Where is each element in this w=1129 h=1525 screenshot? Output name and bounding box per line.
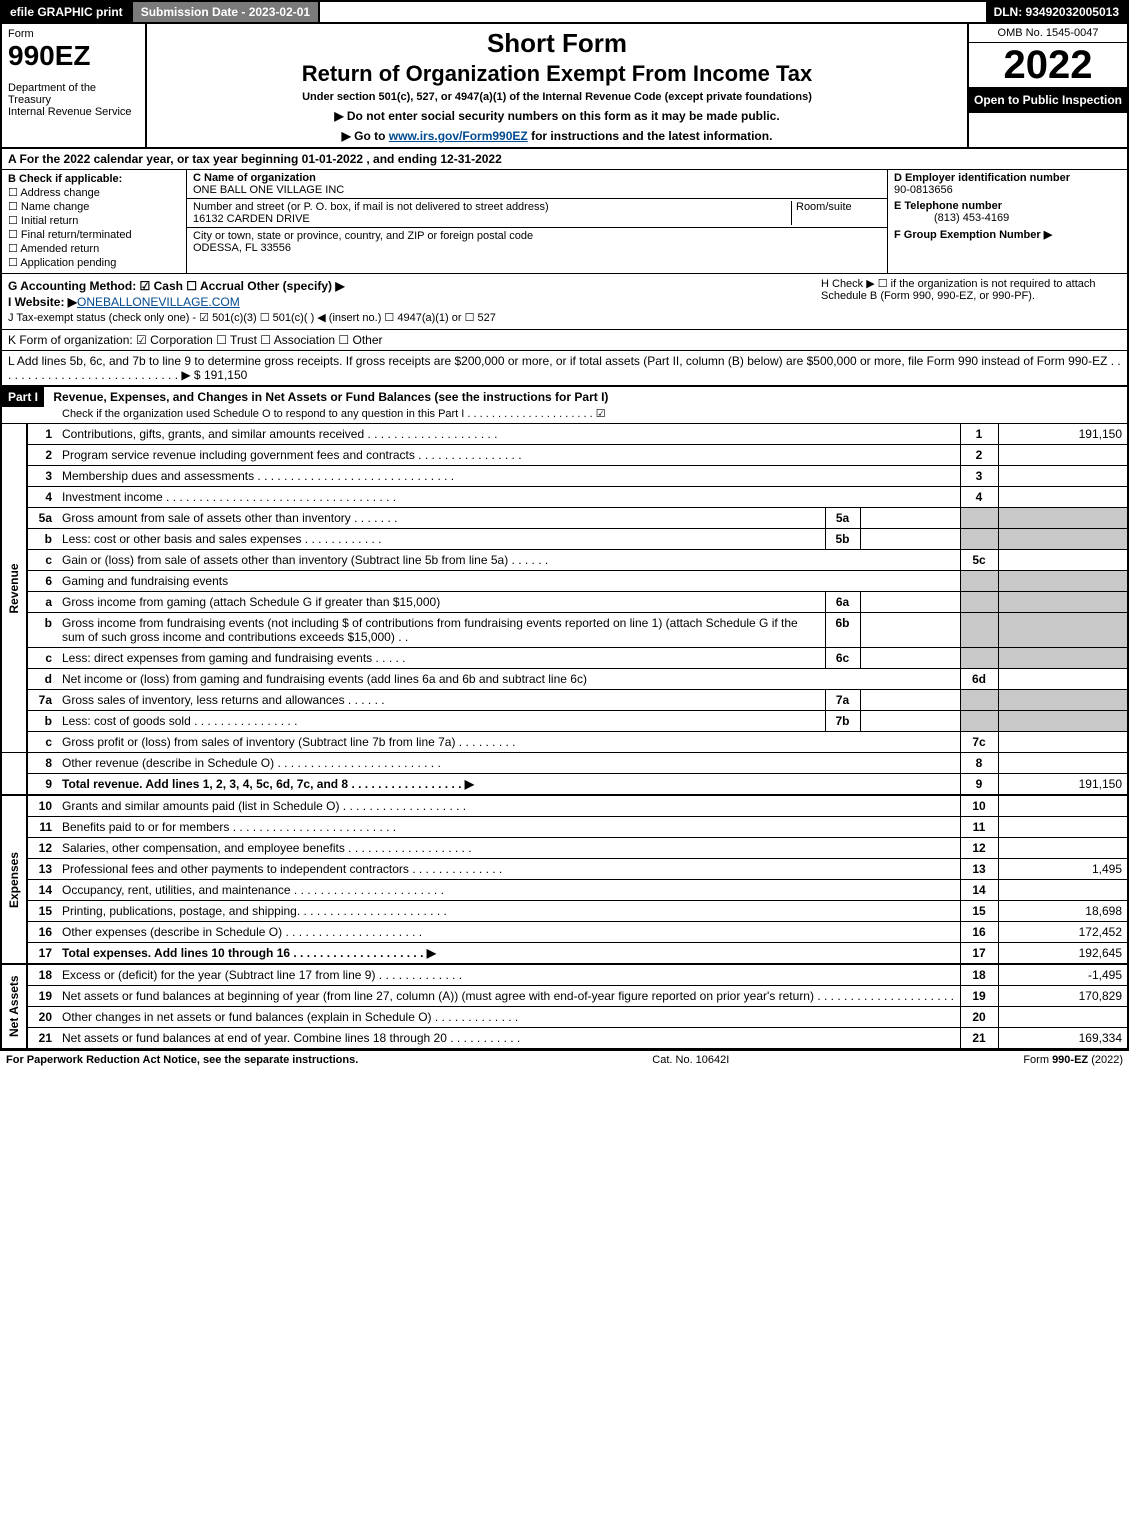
- amt-1: 191,150: [998, 424, 1128, 445]
- c-name-label: C Name of organization: [193, 172, 881, 184]
- tax-year: 2022: [969, 43, 1127, 87]
- lines-table: Revenue 1Contributions, gifts, grants, a…: [0, 424, 1129, 1050]
- dept-label: Department of the Treasury: [8, 82, 139, 106]
- short-form-title: Short Form: [153, 28, 961, 59]
- note-goto: ▶ Go to www.irs.gov/Form990EZ for instru…: [153, 129, 961, 143]
- form-label: Form: [8, 28, 139, 40]
- k-text: K Form of organization: ☑ Corporation ☐ …: [2, 330, 389, 350]
- side-revenue: Revenue: [1, 424, 27, 753]
- chk-amended[interactable]: ☐ Amended return: [8, 242, 180, 255]
- part-i-title: Revenue, Expenses, and Changes in Net As…: [47, 387, 614, 407]
- d-ein: 90-0813656: [894, 184, 953, 196]
- c-addr: 16132 CARDEN DRIVE: [193, 213, 791, 225]
- l-text: L Add lines 5b, 6c, and 7b to line 9 to …: [8, 354, 1121, 382]
- bcdef-block: B Check if applicable: ☐ Address change …: [0, 170, 1129, 274]
- note-ssn: ▶ Do not enter social security numbers o…: [153, 109, 961, 123]
- efile-label: efile GRAPHIC print: [2, 2, 131, 22]
- footer-cat: Cat. No. 10642I: [652, 1054, 729, 1066]
- title-col: Short Form Return of Organization Exempt…: [147, 24, 967, 147]
- amt-15: 18,698: [998, 901, 1128, 922]
- ghijkl-block: H Check ▶ ☐ if the organization is not r…: [0, 274, 1129, 330]
- e-phone: (813) 453-4169: [894, 212, 1009, 224]
- chk-initial[interactable]: ☐ Initial return: [8, 214, 180, 227]
- side-expenses: Expenses: [1, 795, 27, 964]
- amt-9: 191,150: [998, 774, 1128, 796]
- open-public: Open to Public Inspection: [969, 87, 1127, 113]
- return-title: Return of Organization Exempt From Incom…: [153, 61, 961, 87]
- l-amount: 191,150: [204, 368, 247, 382]
- amt-18: -1,495: [998, 964, 1128, 986]
- section-k: K Form of organization: ☑ Corporation ☐ …: [0, 330, 1129, 351]
- website-link[interactable]: ONEBALLONEVILLAGE.COM: [77, 295, 240, 309]
- chk-address[interactable]: ☐ Address change: [8, 186, 180, 199]
- right-col: OMB No. 1545-0047 2022 Open to Public In…: [967, 24, 1127, 147]
- irs-label: Internal Revenue Service: [8, 106, 139, 118]
- footer-right: Form 990-EZ (2022): [1023, 1054, 1123, 1066]
- footer-left: For Paperwork Reduction Act Notice, see …: [6, 1054, 358, 1066]
- chk-pending[interactable]: ☐ Application pending: [8, 256, 180, 269]
- part-i-header: Part I Revenue, Expenses, and Changes in…: [0, 387, 1129, 424]
- form-number: 990EZ: [8, 40, 139, 72]
- section-l: L Add lines 5b, 6c, and 7b to line 9 to …: [0, 351, 1129, 387]
- amt-16: 172,452: [998, 922, 1128, 943]
- chk-name[interactable]: ☐ Name change: [8, 200, 180, 213]
- section-def: D Employer identification number90-08136…: [887, 170, 1127, 273]
- top-bar: efile GRAPHIC print Submission Date - 20…: [0, 0, 1129, 24]
- section-a: A For the 2022 calendar year, or tax yea…: [0, 149, 1129, 170]
- dln-label: DLN: 93492032005013: [986, 2, 1127, 22]
- c-name: ONE BALL ONE VILLAGE INC: [193, 184, 881, 196]
- section-j: J Tax-exempt status (check only one) - ☑…: [8, 311, 1121, 324]
- c-city-label: City or town, state or province, country…: [193, 230, 881, 242]
- title-block: Form 990EZ Department of the Treasury In…: [0, 24, 1129, 149]
- c-addr-label: Number and street (or P. O. box, if mail…: [193, 201, 791, 213]
- omb-number: OMB No. 1545-0047: [969, 24, 1127, 43]
- form-id-col: Form 990EZ Department of the Treasury In…: [2, 24, 147, 147]
- section-h: H Check ▶ ☐ if the organization is not r…: [821, 277, 1121, 302]
- amt-17: 192,645: [998, 943, 1128, 965]
- section-a-text: A For the 2022 calendar year, or tax yea…: [2, 149, 508, 169]
- under-section: Under section 501(c), 527, or 4947(a)(1)…: [153, 91, 961, 103]
- room-suite-label: Room/suite: [791, 201, 881, 225]
- chk-final[interactable]: ☐ Final return/terminated: [8, 228, 180, 241]
- b-header: B Check if applicable:: [8, 173, 122, 185]
- amt-13: 1,495: [998, 859, 1128, 880]
- side-netassets: Net Assets: [1, 964, 27, 1049]
- part-i-bar: Part I: [2, 387, 44, 407]
- section-c: C Name of organization ONE BALL ONE VILL…: [187, 170, 887, 273]
- e-label: E Telephone number: [894, 200, 1002, 212]
- section-b: B Check if applicable: ☐ Address change …: [2, 170, 187, 273]
- amt-19: 170,829: [998, 986, 1128, 1007]
- f-label: F Group Exemption Number ▶: [894, 229, 1052, 241]
- footer: For Paperwork Reduction Act Notice, see …: [0, 1050, 1129, 1069]
- amt-21: 169,334: [998, 1028, 1128, 1050]
- d-label: D Employer identification number: [894, 172, 1070, 184]
- part-i-sub: Check if the organization used Schedule …: [2, 407, 1127, 423]
- irs-link[interactable]: www.irs.gov/Form990EZ: [389, 129, 528, 143]
- submission-date: Submission Date - 2023-02-01: [131, 2, 320, 22]
- c-city: ODESSA, FL 33556: [193, 242, 881, 254]
